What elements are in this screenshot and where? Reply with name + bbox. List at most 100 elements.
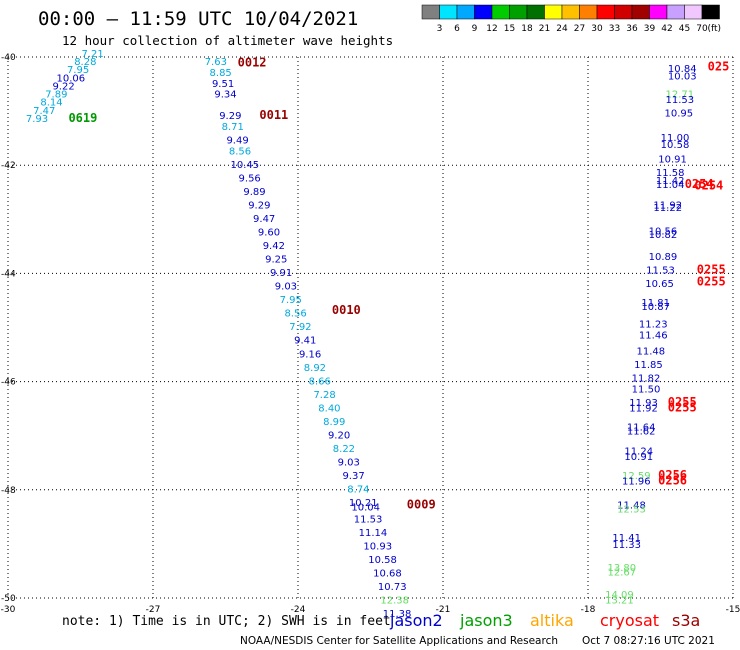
y-tick-label: -42	[1, 161, 16, 171]
wave-height-label: 10.03	[668, 72, 697, 83]
pass-time-label: 0255	[668, 395, 697, 409]
wave-height-label: 9.34	[214, 90, 236, 101]
wave-height-label: 9.60	[258, 228, 280, 239]
colorbar-label: 39	[644, 24, 656, 34]
pass-time-label: 0009	[407, 498, 436, 512]
wave-height-label: 10.82	[649, 230, 678, 241]
satellite-legend-jason2: jason2	[389, 611, 443, 630]
wave-height-label: 10.73	[378, 582, 407, 593]
pass-time-label: 0011	[259, 108, 288, 122]
wave-height-label: 8.40	[318, 403, 340, 414]
wave-height-label: 11.92	[653, 200, 682, 211]
colorbar-label: 18	[521, 24, 533, 34]
satellite-legend: jason2 jason3 altika cryosat s3a	[389, 611, 700, 630]
wave-height-label: 7.95	[280, 295, 302, 306]
colorbar-label: 36	[626, 24, 638, 34]
wave-height-label: 9.56	[239, 173, 261, 184]
wave-height-label: 14.09	[605, 590, 634, 601]
satellite-legend-altika: altika	[530, 611, 574, 630]
pass-time-label: 0010	[332, 303, 361, 317]
x-tick-label: -15	[726, 605, 740, 615]
wave-height-label: 7.28	[313, 390, 335, 401]
colorbar-swatch	[596, 4, 615, 20]
wave-height-label: 11.81	[641, 298, 670, 309]
wave-height-label: 7.21	[81, 49, 103, 60]
colorbar-label: 12	[486, 24, 497, 34]
wave-height-label: 9.89	[243, 187, 265, 198]
footer-note: note: 1) Time is in UTC; 2) SWH is in fe…	[62, 614, 391, 629]
data-points: 7.218.287.9510.069.227.898.147.477.937.6…	[26, 49, 697, 620]
colorbar-swatch	[631, 4, 650, 20]
y-tick-label: -40	[1, 53, 16, 63]
colorbar-unit: (ft)	[708, 24, 722, 34]
wave-height-label: 8.14	[40, 98, 62, 109]
wave-height-label: 11.53	[666, 95, 695, 106]
wave-height-label: 11.85	[634, 360, 663, 371]
wave-height-label: 9.03	[275, 282, 297, 293]
wave-height-label: 13.21	[605, 595, 634, 606]
colorbar-swatch	[544, 4, 563, 20]
satellite-legend-cryosat: cryosat	[600, 611, 659, 630]
wave-height-label: 7.89	[45, 90, 67, 101]
wave-height-label: 11.42	[656, 176, 685, 187]
wave-height-label: 11.53	[646, 265, 675, 276]
colorbar-label: 33	[609, 24, 620, 34]
credit-text: NOAA/NESDIS Center for Satellite Applica…	[240, 635, 558, 647]
colorbar: 3 6 9 12 15 18 21 24 27 30 33 36 39 42 45 70 (ft)	[421, 4, 722, 34]
colorbar-swatch	[649, 4, 668, 20]
wave-height-label: 10.87	[641, 302, 670, 313]
wave-height-label: 11.38	[383, 609, 412, 620]
pass-time-label: 0255	[697, 274, 726, 288]
wave-height-label: 10.56	[649, 226, 678, 237]
wave-height-label: 8.56	[284, 309, 306, 320]
wave-height-label: 11.22	[653, 203, 682, 214]
wave-height-label: 10.84	[668, 64, 697, 75]
wave-height-label: 10.91	[658, 154, 687, 165]
colorbar-label: 21	[539, 24, 550, 34]
wave-height-label: 9.22	[52, 81, 74, 92]
wave-height-label: 11.24	[624, 447, 653, 458]
wave-height-label: 11.82	[632, 374, 661, 385]
colorbar-swatch	[561, 4, 580, 20]
colorbar-swatch	[579, 4, 598, 20]
wave-height-label: 12.67	[608, 567, 637, 578]
colorbar-label: 15	[504, 24, 515, 34]
pass-time-label: 0256	[658, 473, 687, 487]
wave-height-label: 8.66	[309, 376, 331, 387]
axis-ticks: -30 -27 -24 -21 -18 -15 -40 -42 -44 -46 -48 -50	[1, 53, 740, 615]
colorbar-swatch	[474, 4, 493, 20]
wave-height-label: 8.74	[347, 485, 369, 496]
colorbar-swatch	[666, 4, 685, 20]
y-tick-label: -48	[1, 486, 16, 496]
wave-height-label: 10.21	[349, 498, 378, 509]
wave-height-label: 11.04	[656, 180, 685, 191]
pass-time-label: 0256	[658, 468, 687, 482]
wave-height-label: 11.64	[627, 422, 656, 433]
wave-height-label: 11.48	[637, 347, 666, 358]
wave-height-label: 7.63	[205, 57, 227, 68]
wave-height-label: 10.58	[368, 555, 397, 566]
wave-height-label: 10.45	[231, 160, 260, 171]
pass-time-label: 0255	[668, 400, 697, 414]
pass-time-label: 0012	[238, 56, 267, 70]
wave-height-label: 11.33	[612, 540, 641, 551]
wave-height-label: 11.46	[639, 330, 668, 341]
wave-height-label: 11.96	[622, 476, 651, 487]
pass-time-label: 025	[708, 60, 730, 74]
pass-time-label: 0254	[694, 179, 723, 193]
colorbar-label: 3	[437, 24, 443, 34]
wave-height-label: 9.16	[299, 349, 321, 360]
wave-height-label: 13.80	[608, 563, 637, 574]
wave-height-label: 10.89	[649, 252, 678, 263]
wave-height-label: 11.23	[639, 320, 668, 331]
wave-height-label: 8.22	[333, 444, 355, 455]
wave-height-label: 7.93	[26, 114, 48, 125]
wave-height-label: 7.92	[289, 322, 311, 333]
y-tick-label: -46	[1, 378, 16, 388]
satellite-legend-s3a: s3a	[672, 611, 700, 630]
wave-height-label: 8.56	[229, 146, 251, 157]
wave-height-label: 9.47	[253, 214, 275, 225]
wave-height-label: 10.65	[645, 279, 674, 290]
x-tick-label: -30	[1, 605, 16, 615]
